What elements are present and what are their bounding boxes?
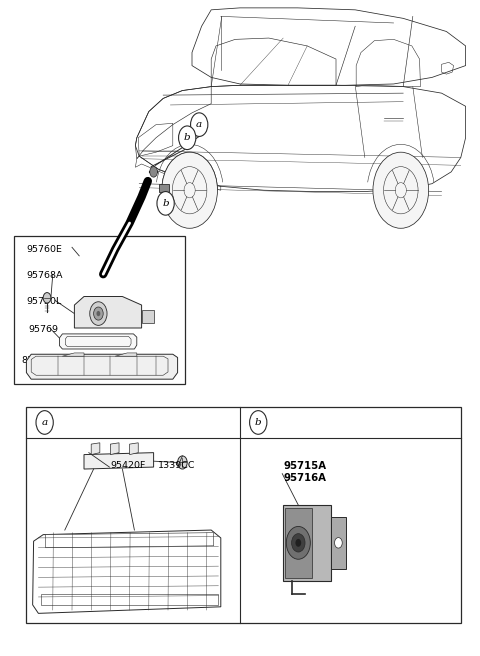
Circle shape <box>179 126 196 150</box>
Circle shape <box>90 302 107 325</box>
Bar <box>14 236 185 384</box>
Polygon shape <box>74 297 142 328</box>
Circle shape <box>335 538 342 548</box>
Text: 95768A: 95768A <box>26 271 63 280</box>
Circle shape <box>43 293 51 303</box>
Polygon shape <box>62 353 84 356</box>
Bar <box>331 517 346 569</box>
Bar <box>285 508 312 578</box>
Text: 95716A: 95716A <box>283 472 326 483</box>
Polygon shape <box>159 184 169 192</box>
Polygon shape <box>41 594 218 605</box>
Text: 95760E: 95760E <box>26 245 62 254</box>
Text: 95420F: 95420F <box>110 461 146 470</box>
Polygon shape <box>130 443 138 455</box>
Circle shape <box>286 526 310 559</box>
Polygon shape <box>110 443 119 455</box>
Text: b: b <box>184 133 191 142</box>
Text: 95715A: 95715A <box>283 461 326 471</box>
Text: a: a <box>196 120 202 129</box>
Polygon shape <box>46 533 214 548</box>
Polygon shape <box>91 443 100 455</box>
Polygon shape <box>60 334 137 349</box>
Text: 95750L: 95750L <box>26 297 61 306</box>
Text: 95769: 95769 <box>29 325 59 335</box>
Circle shape <box>250 411 267 434</box>
Text: b: b <box>162 199 169 208</box>
Polygon shape <box>84 453 154 469</box>
Circle shape <box>373 152 429 228</box>
Circle shape <box>291 534 305 552</box>
Circle shape <box>157 192 174 215</box>
Circle shape <box>162 152 217 228</box>
Polygon shape <box>26 354 178 379</box>
Circle shape <box>178 456 187 469</box>
Circle shape <box>96 311 100 316</box>
Text: a: a <box>42 418 48 427</box>
Bar <box>26 407 461 623</box>
Circle shape <box>150 167 157 177</box>
Circle shape <box>94 307 103 320</box>
Circle shape <box>36 411 53 434</box>
Circle shape <box>295 539 301 546</box>
Polygon shape <box>115 353 137 356</box>
Bar <box>283 505 331 581</box>
Text: b: b <box>255 418 262 427</box>
Polygon shape <box>142 310 154 323</box>
Text: 81260B: 81260B <box>22 356 58 365</box>
Text: 1339CC: 1339CC <box>158 461 196 470</box>
Circle shape <box>191 113 208 136</box>
